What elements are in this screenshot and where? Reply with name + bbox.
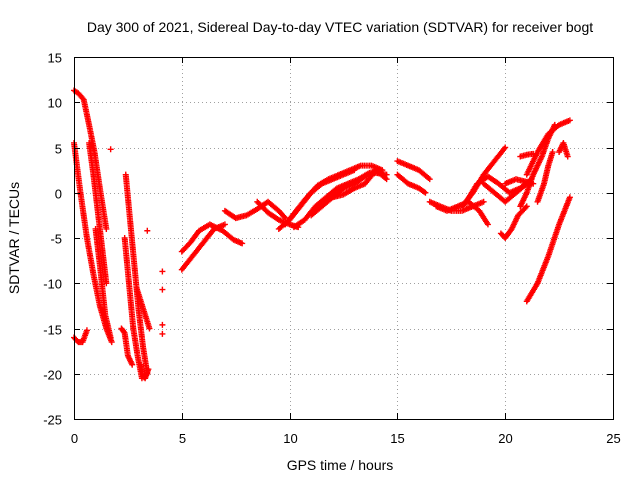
data-point <box>107 334 114 341</box>
data-point <box>145 366 152 373</box>
y-tick-label: 5 <box>55 142 62 157</box>
isolated-data-point <box>159 268 166 275</box>
chart-title: Day 300 of 2021, Sidereal Day-to-day VTE… <box>87 19 593 35</box>
data-point <box>108 339 115 346</box>
data-point <box>549 149 556 156</box>
isolated-data-point <box>159 286 166 293</box>
y-tick-label: -5 <box>50 232 62 247</box>
series-track-h <box>118 325 136 368</box>
data-point <box>281 213 288 220</box>
series-track-i <box>133 284 153 332</box>
data-point <box>383 176 390 183</box>
series-track-ad <box>523 117 573 178</box>
isolated-data-point <box>159 330 166 337</box>
y-tick-label: 15 <box>48 51 62 66</box>
data-point <box>564 153 571 160</box>
data-point <box>566 117 573 124</box>
data-point <box>146 325 153 332</box>
series-track-s <box>329 167 390 201</box>
plot-frame <box>74 57 614 420</box>
series-track-ag <box>556 139 571 160</box>
data-point <box>566 194 573 201</box>
series-track-m <box>221 198 289 222</box>
series-track-u <box>394 171 429 196</box>
x-tick-label: 20 <box>498 431 512 446</box>
y-tick-label: -15 <box>43 323 62 338</box>
isolated-data-point <box>144 227 151 234</box>
series-track-aa <box>497 203 530 241</box>
series-track-ae <box>517 150 537 160</box>
y-tick-label: -10 <box>43 277 62 292</box>
data-point <box>221 221 228 228</box>
isolated-data-point <box>107 146 114 153</box>
series-isolated-points <box>107 146 166 337</box>
x-tick-label: 5 <box>179 431 186 446</box>
x-tick-label: 15 <box>390 431 404 446</box>
data-point <box>522 204 529 211</box>
y-axis-label: SDTVAR / TECUs <box>6 182 22 294</box>
data-point <box>103 225 110 232</box>
series-track-d <box>92 225 114 341</box>
x-tick-label: 10 <box>283 431 297 446</box>
y-tick-label: 0 <box>55 187 62 202</box>
data-point <box>83 327 90 334</box>
data-point <box>422 189 429 196</box>
data-point <box>523 203 530 210</box>
axis-ticks: 0 5 10 15 20 25 -25 -20 -15 -10 -5 0 5 10 15 <box>43 51 621 447</box>
series-track-e <box>71 327 90 346</box>
series-track-af <box>534 149 556 205</box>
data-point <box>502 144 509 151</box>
data-point <box>129 361 136 368</box>
series-track-ac <box>517 121 558 210</box>
y-tick-label: -20 <box>43 368 62 383</box>
series-track-r <box>308 169 390 219</box>
data-point <box>239 240 246 247</box>
series-track-ah <box>523 194 573 305</box>
y-tick-label: 10 <box>48 96 62 111</box>
isolated-data-point <box>159 321 166 328</box>
x-axis-label: GPS time / hours <box>287 457 394 473</box>
x-tick-label: 0 <box>71 431 78 446</box>
series-track-b <box>71 87 110 232</box>
data-point <box>426 176 433 183</box>
series-track-c <box>86 139 110 287</box>
data-point <box>480 198 487 205</box>
data-point <box>421 188 428 195</box>
series-track-j <box>137 361 152 382</box>
data-point <box>484 221 491 228</box>
series-track-w <box>433 198 491 228</box>
x-tick-label: 25 <box>606 431 620 446</box>
y-tick-label: -25 <box>43 413 62 428</box>
data-marks <box>71 87 573 382</box>
data-point <box>120 328 127 335</box>
series-track-k <box>178 221 246 255</box>
grid-lines <box>74 57 613 419</box>
data-point <box>530 150 537 157</box>
series-track-t <box>394 158 433 183</box>
series-track-l <box>178 221 228 273</box>
